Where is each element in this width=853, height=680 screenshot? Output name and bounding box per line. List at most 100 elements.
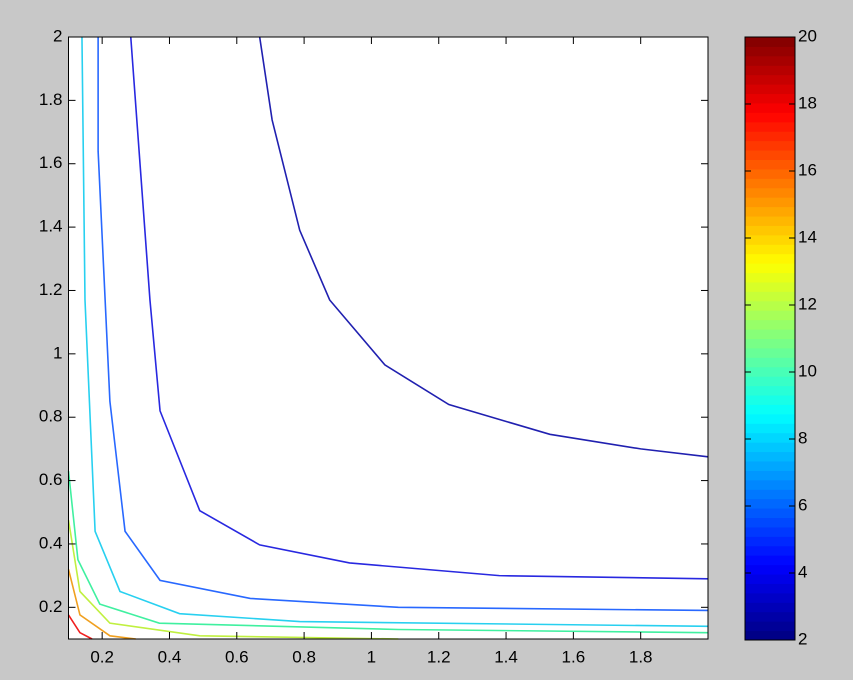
colorbar-cell xyxy=(745,479,795,490)
colorbar-frame xyxy=(744,36,796,641)
colorbar-cell xyxy=(745,621,795,632)
colorbar-cell xyxy=(745,574,795,584)
colorbar-tick-label: 6 xyxy=(798,495,807,514)
colorbar-cell xyxy=(745,253,795,264)
x-tick-label: 1.4 xyxy=(494,647,518,666)
colorbar-cell xyxy=(745,244,795,255)
colorbar-tick-label: 8 xyxy=(798,428,807,447)
contour-line xyxy=(81,36,709,628)
colorbar-cell xyxy=(745,65,795,76)
colorbar-cell xyxy=(745,234,795,245)
x-tick-label: 1.6 xyxy=(562,647,586,666)
colorbar-cell xyxy=(745,385,795,396)
colorbar-cell xyxy=(745,357,795,368)
x-tick-label: 0.6 xyxy=(225,647,249,666)
colorbar-cell xyxy=(745,545,795,556)
colorbar-cell xyxy=(745,225,795,236)
colorbar-cell xyxy=(745,84,795,95)
colorbar-cell xyxy=(745,376,795,387)
colorbar-cell xyxy=(745,300,795,311)
colorbar-cell xyxy=(745,470,795,481)
colorbar-cell xyxy=(745,526,795,537)
contour-line xyxy=(97,37,709,612)
x-tick-label: 0.4 xyxy=(158,647,182,666)
colorbar-cell xyxy=(745,206,795,217)
colorbar-cell xyxy=(745,366,795,377)
colorbar-tick-label: 18 xyxy=(798,93,817,112)
y-tick-label: 1.8 xyxy=(39,90,63,109)
colorbar-cell xyxy=(745,37,795,47)
colorbar-tick-label: 16 xyxy=(798,160,817,179)
colorbar-cell xyxy=(745,112,795,123)
colorbar-cell xyxy=(745,263,795,274)
colorbar-cell xyxy=(745,413,795,424)
colorbar-cell xyxy=(745,347,795,358)
colorbar-cell xyxy=(745,281,795,292)
colorbar-cell xyxy=(745,55,795,66)
colorbar-cell xyxy=(745,131,795,142)
colorbar-cell xyxy=(745,517,795,528)
y-tick-label: 2 xyxy=(53,26,62,45)
contour-line xyxy=(67,614,93,640)
colorbar-cell xyxy=(745,46,795,57)
colorbar-cell xyxy=(745,442,795,453)
colorbar-cell xyxy=(745,602,795,613)
colorbar-cell xyxy=(745,168,795,179)
x-tick-label: 1 xyxy=(367,647,376,666)
colorbar-cell xyxy=(745,489,795,500)
colorbar-cell xyxy=(745,319,795,330)
colorbar-cell xyxy=(745,329,795,339)
plot-frame xyxy=(68,36,709,640)
colorbar-tick-label: 14 xyxy=(798,227,817,246)
colorbar-cell xyxy=(745,291,795,302)
y-tick-label: 0.8 xyxy=(39,407,63,426)
colorbar-cell xyxy=(745,536,795,547)
colorbar-tick-label: 20 xyxy=(798,26,817,45)
colorbar-cell xyxy=(745,102,795,113)
colorbar-cell xyxy=(745,93,795,104)
y-tick-label: 1 xyxy=(53,343,62,362)
colorbar-cell xyxy=(745,555,795,566)
colorbar-cell xyxy=(745,338,795,349)
colorbar-cell xyxy=(745,611,795,622)
y-tick-label: 1.2 xyxy=(39,280,63,299)
colorbar-cell xyxy=(745,498,795,509)
colorbar-cell xyxy=(745,272,795,283)
colorbar-tick-label: 4 xyxy=(798,562,807,581)
colorbar-cell xyxy=(745,592,795,603)
x-tick-label: 0.2 xyxy=(90,647,114,666)
colorbar-cell xyxy=(745,310,795,321)
colorbar-tick-label: 2 xyxy=(798,629,807,648)
contour-line xyxy=(67,520,399,640)
colorbar-cell xyxy=(745,432,795,443)
colorbar-cell xyxy=(745,630,795,641)
colorbar-cell xyxy=(745,197,795,208)
y-tick-label: 1.4 xyxy=(39,217,63,236)
colorbar-cell xyxy=(745,508,795,519)
colorbar-cell xyxy=(745,451,795,462)
colorbar-cell xyxy=(745,423,795,434)
colorbar-cell xyxy=(745,216,795,226)
colorbar-cell xyxy=(745,121,795,132)
contour-line xyxy=(258,36,709,458)
colorbar-tick-label: 12 xyxy=(798,294,817,313)
y-tick-label: 0.4 xyxy=(39,533,63,552)
colorbar-cell xyxy=(745,460,795,471)
plot-area xyxy=(68,37,708,639)
colorbar-cell xyxy=(745,583,795,594)
colorbar-cell xyxy=(745,74,795,85)
y-tick-label: 1.6 xyxy=(39,153,63,172)
y-tick-label: 0.6 xyxy=(39,470,63,489)
contour-line xyxy=(67,470,709,634)
colorbar-cell xyxy=(745,187,795,198)
x-tick-label: 1.2 xyxy=(427,647,451,666)
colorbar-cell xyxy=(745,404,795,415)
colorbar-cell xyxy=(745,159,795,170)
colorbar-cell xyxy=(745,178,795,189)
x-tick-label: 0.8 xyxy=(292,647,316,666)
colorbar-cell xyxy=(745,395,795,405)
x-tick-label: 1.8 xyxy=(629,647,653,666)
contour-line xyxy=(67,569,136,640)
colorbar-cell xyxy=(745,140,795,151)
